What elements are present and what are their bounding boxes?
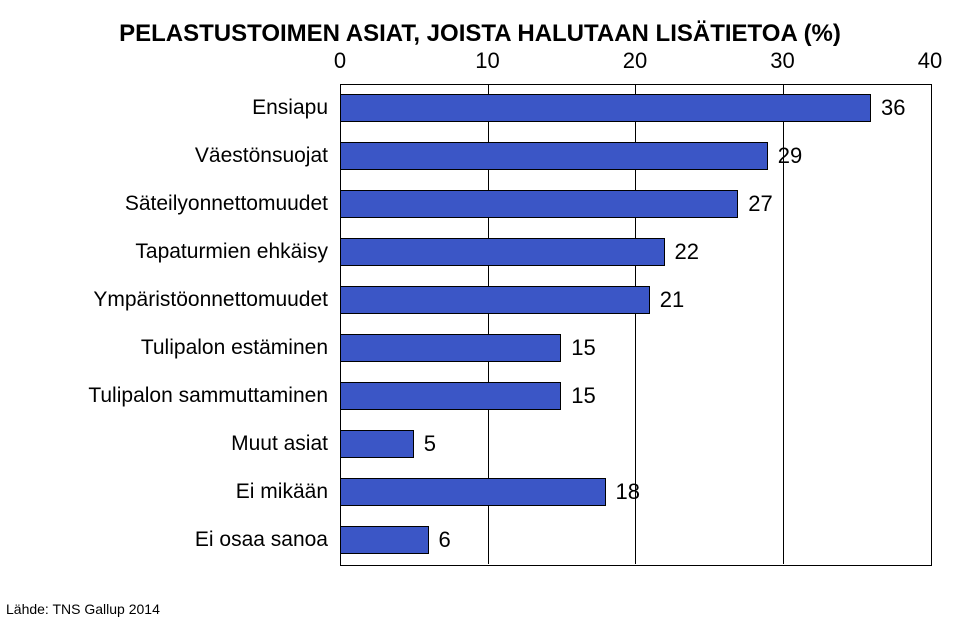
bar (340, 430, 414, 458)
value-label: 6 (429, 516, 451, 564)
category-label: Muut asiat (30, 420, 340, 468)
chart-row: Tulipalon sammuttaminen 15 (30, 372, 930, 420)
source-text: Lähde: TNS Gallup 2014 (6, 601, 160, 617)
category-label: Säteilyonnettomuudet (30, 180, 340, 228)
chart-row: Säteilyonnettomuudet 27 (30, 180, 930, 228)
bar (340, 286, 650, 314)
chart-row: Muut asiat 5 (30, 420, 930, 468)
chart-title: PELASTUSTOIMEN ASIAT, JOISTA HALUTAAN LI… (0, 20, 960, 48)
category-label: Tapaturmien ehkäisy (30, 228, 340, 276)
chart-row: Ensiapu 36 (30, 84, 930, 132)
category-label: Ei osaa sanoa (30, 516, 340, 564)
bar (340, 238, 665, 266)
x-tick-label: 30 (770, 48, 794, 74)
value-label: 18 (606, 468, 640, 516)
value-label: 22 (665, 228, 699, 276)
category-label: Tulipalon sammuttaminen (30, 372, 340, 420)
value-label: 29 (768, 132, 802, 180)
chart-row: Väestönsuojat 29 (30, 132, 930, 180)
chart-row: Ei osaa sanoa 6 (30, 516, 930, 564)
value-label: 15 (561, 324, 595, 372)
bar (340, 478, 606, 506)
category-label: Ei mikään (30, 468, 340, 516)
bar (340, 334, 561, 362)
value-label: 21 (650, 276, 684, 324)
bar (340, 94, 871, 122)
value-label: 27 (738, 180, 772, 228)
chart-row: Tulipalon estäminen 15 (30, 324, 930, 372)
x-tick-label: 0 (334, 48, 346, 74)
bar (340, 382, 561, 410)
value-label: 5 (414, 420, 436, 468)
chart-row: Tapaturmien ehkäisy 22 (30, 228, 930, 276)
value-label: 15 (561, 372, 595, 420)
category-label: Ensiapu (30, 84, 340, 132)
category-label: Tulipalon estäminen (30, 324, 340, 372)
chart-row: Ei mikään 18 (30, 468, 930, 516)
bar (340, 526, 429, 554)
bar (340, 142, 768, 170)
x-tick-label: 40 (918, 48, 942, 74)
value-label: 36 (871, 84, 905, 132)
chart-area: 010203040Ensiapu36Väestönsuojat29Säteily… (30, 78, 930, 578)
chart-row: Ympäristöonnettomuudet 21 (30, 276, 930, 324)
x-tick-label: 20 (623, 48, 647, 74)
x-tick-label: 10 (475, 48, 499, 74)
category-label: Väestönsuojat (30, 132, 340, 180)
category-label: Ympäristöonnettomuudet (30, 276, 340, 324)
bar (340, 190, 738, 218)
